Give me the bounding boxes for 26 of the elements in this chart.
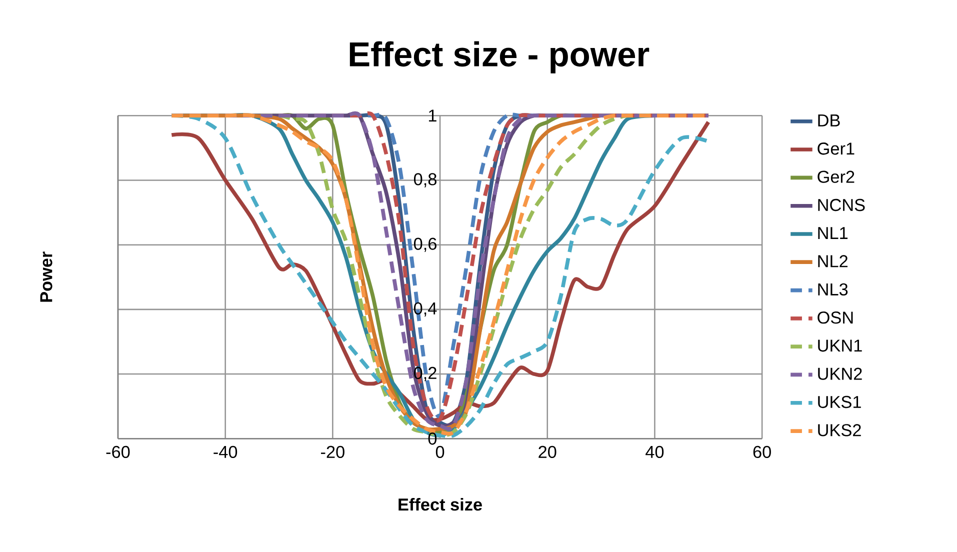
legend-label: Ger1 bbox=[818, 142, 854, 155]
x-tick-label: -60 bbox=[106, 446, 130, 458]
y-axis-title: Power bbox=[40, 251, 52, 302]
legend-label: UKS2 bbox=[818, 424, 861, 436]
chart-title: Effect size - power bbox=[350, 41, 650, 74]
legend-label: NL3 bbox=[818, 283, 848, 296]
y-tick-label: 0,6 bbox=[414, 238, 436, 252]
x-tick-label: -40 bbox=[214, 446, 238, 458]
x-tick-label: -20 bbox=[321, 446, 344, 458]
legend-label: NL1 bbox=[818, 226, 848, 239]
y-tick-label: 0,8 bbox=[414, 172, 436, 188]
legend-label: UKS1 bbox=[818, 396, 861, 408]
legend-label: Ger2 bbox=[818, 170, 854, 183]
legend-label: NL2 bbox=[818, 254, 848, 267]
legend-label: UKN1 bbox=[818, 340, 862, 352]
y-tick-label: 1 bbox=[428, 110, 436, 122]
legend-label: UKN2 bbox=[818, 368, 862, 380]
x-tick-label: 20 bbox=[538, 446, 556, 458]
x-tick-label: 40 bbox=[646, 446, 664, 458]
y-tick-label: 0 bbox=[428, 432, 437, 445]
x-axis-title: Effect size bbox=[398, 498, 482, 510]
legend-label: DB bbox=[818, 114, 840, 126]
legend-label: NCNS bbox=[818, 198, 865, 211]
legend-label: OSN bbox=[818, 311, 853, 324]
y-tick-label: 0,4 bbox=[414, 302, 437, 316]
x-tick-label: 60 bbox=[753, 446, 771, 458]
